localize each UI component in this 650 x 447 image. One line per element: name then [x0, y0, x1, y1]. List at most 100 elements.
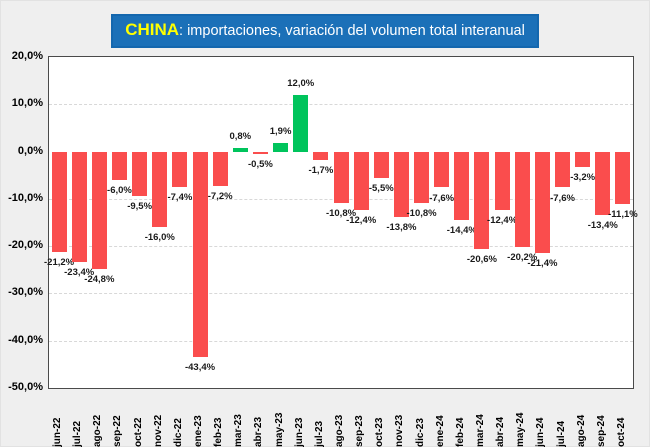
y-axis-tick-label: 0,0% [17, 144, 43, 157]
bar-jun-23 [293, 94, 309, 152]
bar-value-label: -20,6% [466, 253, 498, 265]
x-axis-label-jul-23: jul-23 [313, 420, 325, 447]
x-axis-label-sep-24: sep-24 [595, 415, 607, 447]
y-axis-tick-label: -40,0% [8, 333, 43, 346]
x-axis-label-may-24: may-24 [515, 412, 527, 447]
bar-abr-24 [494, 151, 510, 211]
x-axis: jun-22 jul-22 ago-22 sep-22 oct-22 nov-22 dic-… [48, 393, 634, 447]
y-axis-tick-label: 20,0% [11, 50, 43, 62]
bar-value-label: -9,5% [127, 201, 153, 213]
bar-mar-23 [232, 147, 248, 152]
bar-value-label: -6,0% [107, 184, 132, 196]
x-axis-label-abr-24: abr-24 [495, 416, 507, 447]
gridline [49, 104, 633, 106]
x-axis-label-ene-23: ene-23 [193, 415, 205, 447]
bar-feb-23 [212, 151, 228, 186]
bar-sep-22 [111, 151, 127, 180]
x-axis-label-ago-24: ago-24 [575, 414, 587, 447]
bar-value-label: -24,8% [84, 273, 115, 285]
bar-oct-22 [132, 151, 148, 197]
bar-value-label: -11,1% [608, 209, 638, 221]
x-axis-label-nov-22: nov-22 [152, 414, 164, 447]
bar-value-label: 12,0% [287, 77, 315, 89]
bar-jul-23 [313, 151, 329, 160]
bar-oct-23 [373, 151, 389, 178]
bar-value-label: 0,8% [229, 130, 252, 142]
x-axis-label-abr-23: abr-23 [253, 416, 265, 447]
bar-jul-24 [555, 151, 571, 188]
x-axis-label-dic-22: dic-22 [172, 418, 184, 447]
x-axis-label-jun-22: jun-22 [52, 417, 64, 447]
bar-jun-22 [51, 151, 67, 252]
x-axis-label-sep-23: sep-23 [354, 415, 366, 447]
gridline [49, 340, 633, 342]
x-axis-label-mar-23: mar-23 [233, 414, 245, 447]
x-axis-label-oct-24: oct-24 [615, 417, 627, 447]
bar-nov-23 [393, 151, 409, 217]
bar-dic-23 [414, 151, 430, 203]
y-axis-tick-label: -10,0% [8, 191, 43, 204]
bar-value-label: 1,9% [269, 125, 292, 137]
x-axis-label-sep-22: sep-22 [112, 415, 124, 447]
plot-area: -21,2% -23,4% -24,8% -6,0% -9,5% -16,0% -7,4% -… [44, 56, 638, 389]
bar-value-label: -12,4% [487, 215, 518, 227]
chart-title: CHINA: importaciones, variación del volu… [111, 14, 539, 48]
x-axis-label-jul-22: jul-22 [72, 420, 84, 447]
gridline [49, 246, 633, 248]
x-axis-label-jul-24: jul-24 [555, 420, 567, 447]
bar-value-label: -0,5% [248, 158, 273, 170]
x-axis-label-nov-23: nov-23 [394, 414, 406, 447]
bar-feb-24 [454, 151, 470, 220]
bar-value-label: -43,4% [184, 361, 216, 373]
x-axis-label-jun-24: jun-24 [535, 417, 547, 447]
y-axis-tick-label: 10,0% [11, 97, 43, 110]
x-axis-label-jun-23: jun-23 [293, 417, 305, 447]
bar-value-label: -23,4% [64, 267, 95, 279]
bar-value-label: -16,0% [144, 232, 175, 244]
bar-oct-24 [615, 151, 631, 205]
bar-value-label: -21,4% [527, 257, 558, 269]
x-axis-label-may-23: may-23 [273, 412, 285, 447]
x-axis-label-ago-22: ago-22 [92, 414, 104, 447]
x-axis-label-dic-23: dic-23 [414, 418, 426, 447]
bar-value-label: -21,2% [44, 256, 75, 268]
bar-value-label: -13,4% [587, 219, 618, 231]
bar-ene-23 [192, 151, 208, 357]
gridline [49, 293, 633, 295]
bar-dic-22 [172, 151, 188, 187]
x-axis-label-oct-23: oct-23 [374, 417, 386, 447]
bar-value-label: -10,8% [325, 207, 357, 219]
bar-value-label: -3,2% [570, 171, 596, 183]
chart-title-description: : importaciones, variación del volumen t… [179, 23, 525, 39]
bar-sep-23 [353, 151, 369, 211]
bar-value-label: -7,6% [550, 192, 575, 204]
bar-sep-24 [595, 151, 611, 215]
bar-value-label: -7,4% [167, 191, 193, 203]
bar-ene-24 [434, 151, 450, 188]
bar-may-24 [514, 151, 530, 248]
bar-jun-24 [534, 151, 550, 253]
bar-may-23 [273, 142, 289, 152]
bar-jul-22 [71, 151, 87, 263]
bar-ago-22 [91, 151, 107, 269]
bar-value-label: -7,2% [207, 190, 233, 202]
bar-value-label: -10,8% [406, 207, 437, 219]
x-axis-label-oct-22: oct-22 [132, 417, 144, 447]
bar-nov-22 [152, 151, 168, 228]
x-axis-label-mar-24: mar-24 [474, 414, 486, 447]
x-axis-label-feb-23: feb-23 [213, 417, 225, 447]
bar-value-label: -20,2% [507, 252, 538, 264]
bar-ago-24 [575, 151, 591, 167]
y-axis-tick-label: -50,0% [8, 381, 43, 393]
x-axis-label-ene-24: ene-24 [434, 415, 446, 447]
x-axis-label-ago-23: ago-23 [334, 414, 345, 447]
bar-mar-24 [474, 151, 490, 249]
bar-value-label: -5,5% [368, 182, 394, 194]
bar-value-label: -13,8% [386, 221, 417, 233]
bar-ago-23 [333, 151, 349, 203]
y-axis-tick-label: -20,0% [8, 239, 43, 252]
bar-value-label: -14,4% [446, 224, 477, 236]
bar-value-label: -1,7% [308, 164, 334, 176]
y-axis-tick-label: -30,0% [8, 286, 43, 299]
